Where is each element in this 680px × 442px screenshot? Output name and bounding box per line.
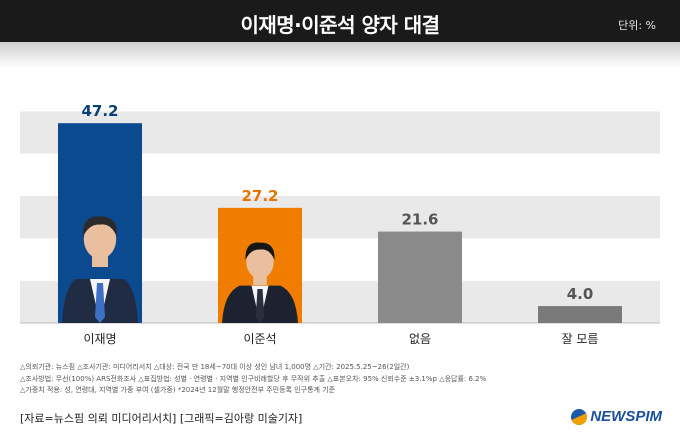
survey-note-line: △의뢰기관: 뉴스핌 △조사기관: 미디어리서치 △대상: 전국 만 18세~7… <box>20 363 410 371</box>
candidate-portrait-lee-jaemyung <box>62 216 138 323</box>
value-label: 47.2 <box>81 102 118 120</box>
portrait-hair <box>82 216 118 237</box>
newspim-logo-text: NEWSPIM <box>590 408 662 425</box>
grid-band <box>20 69 660 112</box>
newspim-logo: NEWSPIM <box>571 408 662 425</box>
category-label: 이준석 <box>243 332 276 346</box>
value-label: 27.2 <box>241 187 278 205</box>
source-credit: [자료=뉴스핌 의뢰 미디어리서치] [그래픽=김아랑 미술기자] <box>20 412 303 425</box>
portrait-tie <box>255 289 265 323</box>
category-label: 이재명 <box>83 332 116 346</box>
portrait-tie <box>95 283 105 323</box>
survey-note-line: △조사방법: 무선(100%) ARS전화조사 △표집방법: 성별 · 연령별 … <box>20 374 487 383</box>
value-label: 21.6 <box>401 211 438 229</box>
survey-notes: △의뢰기관: 뉴스핌 △조사기관: 미디어리서치 △대상: 전국 만 18세~7… <box>20 362 670 397</box>
category-label: 없음 <box>409 332 431 346</box>
bar <box>378 231 462 323</box>
portrait-hair <box>245 242 275 260</box>
portrait-head <box>83 219 117 259</box>
survey-note-line: △가중치 적용: 성, 연령대, 지역별 가중 부여 (셀가중) *2024년 … <box>20 386 336 394</box>
header-shadow <box>0 42 680 68</box>
chart-title: 이재명·이준석 양자 대결 <box>240 13 440 37</box>
portrait-neck <box>253 273 267 285</box>
newspim-logo-icon <box>571 408 588 425</box>
candidate-portrait-lee-junseok <box>222 242 298 323</box>
header-bar: 이재명·이준석 양자 대결 단위: % <box>0 0 680 42</box>
unit-label: 단위: % <box>618 19 656 32</box>
category-label: 잘 모름 <box>562 332 599 346</box>
bar-chart: 47.2 27.2 21.6 4.0 이재명 이준석 없음 잘 모름 <box>20 69 660 346</box>
portrait-head <box>246 244 274 279</box>
value-label: 4.0 <box>567 285 594 303</box>
bar <box>538 306 622 323</box>
